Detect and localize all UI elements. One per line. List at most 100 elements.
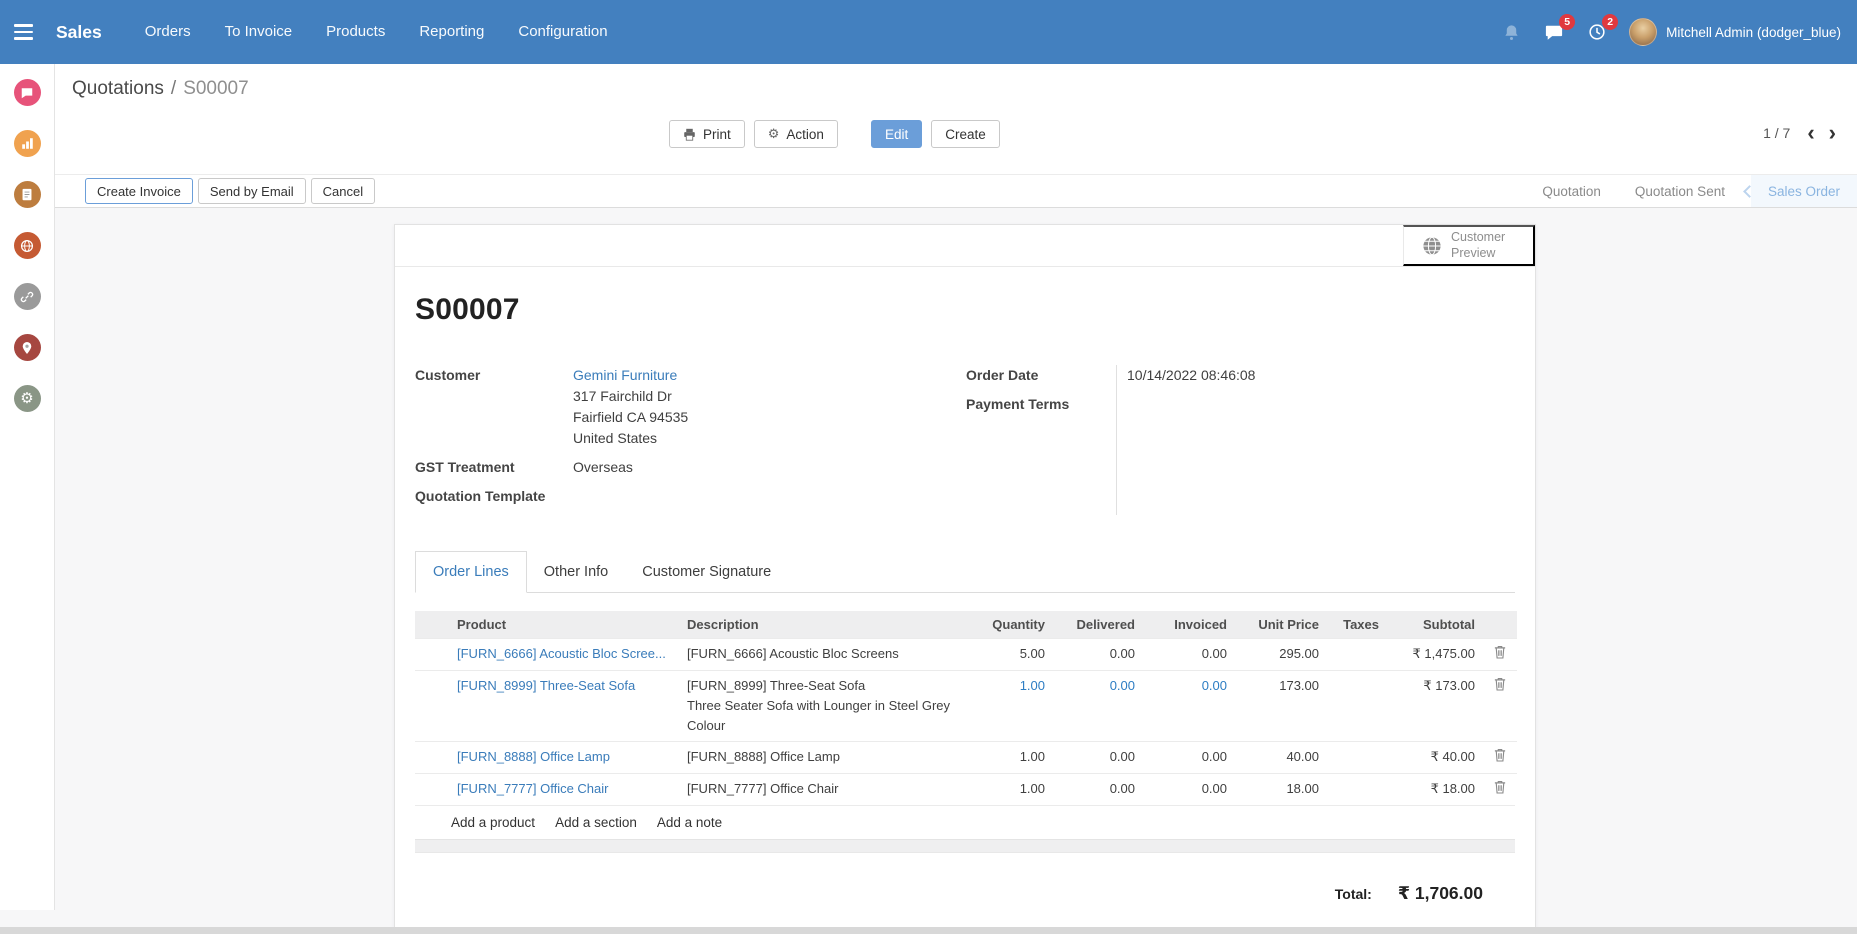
control-panel: Quotations / S00007 Print ⚙ Action Edit Cr… (55, 64, 1857, 174)
delete-line-button[interactable] (1494, 780, 1506, 797)
row-handle[interactable] (415, 670, 449, 742)
messages-button[interactable]: 5 (1543, 14, 1576, 43)
print-button[interactable]: Print (669, 120, 745, 148)
taxes-cell (1327, 741, 1387, 774)
invoiced-cell: 0.00 (1143, 670, 1235, 742)
subtotal-cell: ₹ 18.00 (1387, 773, 1483, 805)
tab-customer-signature[interactable]: Customer Signature (625, 551, 788, 592)
add-section-link[interactable]: Add a section (555, 815, 637, 830)
apps-menu-button[interactable] (0, 0, 46, 64)
product-link[interactable]: [FURN_8999] Three-Seat Sofa (457, 678, 636, 693)
pager-previous-button[interactable]: ‹ (1800, 120, 1821, 146)
notebook-tabs: Order Lines Other Info Customer Signatur… (415, 551, 1515, 593)
add-note-link[interactable]: Add a note (656, 815, 723, 830)
unit-price-cell: 18.00 (1235, 773, 1327, 805)
user-name: Mitchell Admin (dodger_blue) (1666, 24, 1841, 40)
bell-icon (1505, 24, 1518, 40)
order-line-row[interactable]: [FURN_8888] Office Lamp [FURN_8888] Offi… (415, 741, 1517, 774)
col-unit-price: Unit Price (1235, 611, 1327, 639)
dock-chart-icon[interactable] (13, 130, 41, 157)
order-line-row[interactable]: [FURN_8999] Three-Seat Sofa [FURN_8999] … (415, 670, 1517, 742)
activities-button[interactable]: 2 (1586, 14, 1619, 43)
customer-value: Gemini Furniture 317 Fairchild Dr Fairfi… (573, 365, 688, 449)
subtotal-cell: ₹ 173.00 (1387, 670, 1483, 742)
order-title: S00007 (415, 293, 520, 326)
taxes-cell (1327, 670, 1387, 742)
add-product-link[interactable]: Add a product (451, 815, 536, 830)
globe-icon (1423, 236, 1441, 255)
clock-icon (1589, 24, 1605, 40)
order-line-row[interactable]: [FURN_7777] Office Chair [FURN_7777] Off… (415, 773, 1517, 805)
col-taxes: Taxes (1327, 611, 1387, 639)
tab-other-info[interactable]: Other Info (527, 551, 625, 592)
description-cell: [FURN_8999] Three-Seat Sofa Three Seater … (679, 670, 965, 742)
row-handle[interactable] (415, 741, 449, 774)
cancel-button[interactable]: Cancel (310, 178, 376, 204)
quantity-cell: 5.00 (965, 638, 1053, 671)
breadcrumb-quotations[interactable]: Quotations (72, 78, 164, 99)
taxes-cell (1327, 773, 1387, 805)
delete-line-button[interactable] (1494, 748, 1506, 765)
subtotal-cell: ₹ 40.00 (1387, 741, 1483, 774)
menu-orders[interactable]: Orders (144, 23, 191, 40)
stage-quotation-sent[interactable]: Quotation Sent (1634, 183, 1725, 199)
breadcrumb-separator: / (170, 78, 177, 99)
page-bottom-divider (0, 927, 1857, 934)
menu-configuration[interactable]: Configuration (518, 23, 608, 40)
customer-label: Customer (415, 367, 481, 383)
order-line-row[interactable]: [FURN_6666] Acoustic Bloc Scree... [FURN… (415, 638, 1517, 671)
description-cell: [FURN_7777] Office Chair (679, 773, 965, 805)
user-avatar (1629, 18, 1658, 46)
dock-gear-icon[interactable]: ⚙ (13, 385, 41, 412)
create-invoice-button[interactable]: Create Invoice (85, 178, 193, 204)
product-link[interactable]: [FURN_7777] Office Chair (457, 781, 609, 796)
send-by-email-button[interactable]: Send by Email (197, 178, 306, 204)
invoiced-cell: 0.00 (1143, 773, 1235, 805)
stage-sales-order[interactable]: Sales Order (1750, 175, 1857, 207)
user-menu[interactable]: Mitchell Admin (dodger_blue) (1629, 18, 1841, 46)
row-handle[interactable] (415, 638, 449, 671)
subtotal-cell: ₹ 1,475.00 (1387, 638, 1483, 671)
chat-bubble-icon (1546, 25, 1563, 40)
product-link[interactable]: [FURN_6666] Acoustic Bloc Scree... (457, 646, 666, 661)
delete-line-button[interactable] (1494, 677, 1506, 694)
menu-products[interactable]: Products (326, 23, 386, 40)
quantity-cell: 1.00 (965, 773, 1053, 805)
col-delivered: Delivered (1053, 611, 1143, 639)
main-content: Quotations / S00007 Print ⚙ Action Edit Cr… (55, 64, 1857, 934)
dock-link-icon[interactable] (13, 283, 41, 310)
action-button[interactable]: ⚙ Action (753, 120, 838, 148)
systray: 5 2 Mitchell Admin (dodger_blue) (1500, 14, 1857, 46)
delete-line-button[interactable] (1494, 645, 1506, 662)
product-link[interactable]: [FURN_8888] Office Lamp (457, 749, 610, 764)
customer-preview-button[interactable]: Customer Preview (1403, 225, 1535, 266)
tab-order-lines[interactable]: Order Lines (415, 551, 527, 593)
dock-pin-icon[interactable] (13, 334, 41, 361)
customer-link[interactable]: Gemini Furniture (573, 367, 678, 383)
quotation-template-label: Quotation Template (415, 488, 546, 504)
stage-quotation[interactable]: Quotation (1542, 183, 1601, 199)
col-product: Product (449, 611, 679, 639)
trash-icon (1494, 645, 1506, 659)
edit-button[interactable]: Edit (870, 120, 923, 148)
notifications-button[interactable] (1500, 21, 1522, 43)
dock-chat-icon[interactable] (13, 79, 41, 106)
app-name[interactable]: Sales (56, 21, 102, 42)
top-navbar: Sales Orders To Invoice Products Reporti… (0, 0, 1857, 64)
unit-price-cell: 40.00 (1235, 741, 1327, 774)
menu-reporting[interactable]: Reporting (419, 23, 485, 40)
activities-badge: 2 (1602, 14, 1619, 30)
dock-document-icon[interactable] (13, 181, 41, 208)
create-button[interactable]: Create (931, 120, 1000, 148)
top-menu-bar: Orders To Invoice Products Reporting Con… (128, 0, 625, 64)
menu-to-invoice[interactable]: To Invoice (224, 23, 293, 40)
breadcrumb: Quotations / S00007 (72, 78, 1857, 100)
order-form-sheet: Customer Preview S00007 Customer Gemini … (394, 224, 1536, 928)
hamburger-icon (13, 24, 33, 27)
description-cell: [FURN_6666] Acoustic Bloc Screens (679, 638, 965, 671)
dock-globe-icon[interactable] (13, 232, 41, 259)
row-handle[interactable] (415, 773, 449, 805)
pager-next-button[interactable]: › (1822, 120, 1843, 146)
customer-address-line: 317 Fairchild Dr (573, 388, 672, 404)
quantity-cell: 1.00 (965, 741, 1053, 774)
